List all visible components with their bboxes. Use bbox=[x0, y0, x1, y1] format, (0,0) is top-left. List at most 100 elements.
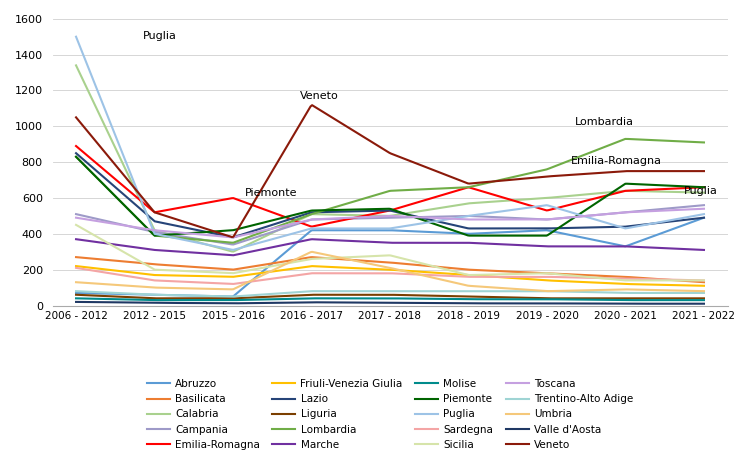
Abruzzo bbox=[468, 231, 477, 236]
Abruzzo bbox=[278, 252, 286, 258]
Toscana bbox=[147, 227, 156, 233]
Friuli-Venezia Giulia bbox=[320, 264, 329, 269]
Lazio bbox=[530, 226, 538, 231]
Friuli-Venezia Giulia bbox=[528, 277, 537, 282]
Basilicata bbox=[525, 270, 534, 275]
Veneto bbox=[528, 175, 537, 180]
Line: Liguria: Liguria bbox=[76, 295, 704, 298]
Puglia bbox=[530, 204, 538, 210]
Lombardia bbox=[700, 140, 709, 145]
Calabria bbox=[71, 63, 80, 68]
Toscana bbox=[530, 217, 538, 222]
Veneto bbox=[227, 234, 236, 240]
Toscana bbox=[700, 206, 709, 212]
Umbria bbox=[526, 287, 536, 293]
Trentino-Alto Adige bbox=[526, 288, 536, 294]
Sicilia bbox=[622, 278, 632, 283]
Sicilia bbox=[700, 278, 709, 283]
Liguria bbox=[700, 296, 709, 301]
Line: Molise: Molise bbox=[76, 298, 704, 300]
Trentino-Alto Adige bbox=[278, 290, 286, 296]
Lombardia bbox=[278, 222, 286, 227]
Emilia-Romagna bbox=[530, 204, 538, 210]
Liguria bbox=[526, 295, 536, 301]
Umbria bbox=[276, 264, 285, 269]
Veneto bbox=[71, 115, 80, 120]
Marche bbox=[71, 236, 80, 242]
Toscana bbox=[229, 235, 238, 240]
Sicilia bbox=[466, 272, 476, 278]
Veneto bbox=[470, 180, 478, 186]
Sardegna bbox=[227, 281, 236, 287]
Veneto bbox=[700, 168, 709, 174]
Campania bbox=[322, 216, 331, 222]
Marche bbox=[322, 237, 331, 243]
Molise bbox=[700, 298, 709, 303]
Sardegna bbox=[278, 274, 286, 280]
Trentino-Alto Adige bbox=[147, 292, 156, 298]
Abruzzo bbox=[71, 290, 80, 296]
Liguria bbox=[147, 295, 156, 301]
Text: Emilia-Romagna: Emilia-Romagna bbox=[571, 156, 662, 166]
Emilia-Romagna bbox=[147, 207, 156, 212]
Campania bbox=[700, 202, 709, 208]
Umbria bbox=[468, 283, 477, 289]
Friuli-Venezia Giulia bbox=[147, 272, 156, 277]
Toscana bbox=[468, 217, 477, 222]
Molise bbox=[278, 296, 286, 302]
Sicilia bbox=[276, 262, 285, 267]
Line: Friuli-Venezia Giulia: Friuli-Venezia Giulia bbox=[76, 266, 704, 286]
Line: Campania: Campania bbox=[76, 205, 704, 244]
Lombardia bbox=[530, 170, 538, 175]
Sicilia bbox=[147, 265, 156, 271]
Toscana bbox=[278, 223, 286, 229]
Sicilia bbox=[525, 271, 534, 276]
Liguria bbox=[278, 293, 286, 299]
Liguria bbox=[322, 292, 331, 298]
Emilia-Romagna bbox=[71, 143, 80, 149]
Umbria bbox=[530, 288, 538, 293]
Calabria bbox=[278, 225, 286, 231]
Puglia bbox=[468, 212, 477, 218]
Marche bbox=[700, 247, 709, 253]
Basilicata bbox=[528, 270, 537, 275]
Line: Lombardia: Lombardia bbox=[76, 139, 704, 243]
Piemonte bbox=[71, 154, 80, 160]
Line: Sardegna: Sardegna bbox=[76, 268, 704, 284]
Calabria bbox=[229, 249, 238, 254]
Emilia-Romagna bbox=[700, 184, 709, 190]
Emilia-Romagna bbox=[276, 212, 285, 218]
Friuli-Venezia Giulia bbox=[700, 283, 709, 289]
Sardegna bbox=[322, 270, 331, 276]
Line: Valle d'Aosta: Valle d'Aosta bbox=[76, 302, 704, 304]
Calabria bbox=[526, 196, 536, 202]
Molise bbox=[71, 296, 80, 301]
Marche bbox=[278, 243, 286, 248]
Lombardia bbox=[526, 170, 536, 176]
Valle d'Aosta bbox=[525, 300, 534, 306]
Campania bbox=[229, 242, 238, 247]
Basilicata bbox=[700, 279, 709, 285]
Basilicata bbox=[320, 255, 329, 261]
Emilia-Romagna bbox=[322, 221, 331, 227]
Campania bbox=[468, 213, 477, 219]
Emilia-Romagna bbox=[468, 186, 477, 191]
Emilia-Romagna bbox=[308, 224, 316, 229]
Line: Piemonte: Piemonte bbox=[76, 157, 704, 235]
Umbria bbox=[147, 284, 156, 290]
Molise bbox=[468, 297, 477, 302]
Valle d'Aosta bbox=[320, 299, 329, 305]
Emilia-Romagna bbox=[526, 203, 536, 209]
Legend: Abruzzo, Basilicata, Calabria, Campania, Emilia-Romagna, Friuli-Venezia Giulia, : Abruzzo, Basilicata, Calabria, Campania,… bbox=[142, 374, 638, 455]
Line: Emilia-Romagna: Emilia-Romagna bbox=[76, 146, 704, 227]
Trentino-Alto Adige bbox=[530, 288, 538, 294]
Lombardia bbox=[147, 230, 156, 235]
Line: Umbria: Umbria bbox=[76, 252, 704, 291]
Campania bbox=[526, 216, 536, 221]
Piemonte bbox=[465, 233, 474, 238]
Line: Basilicata: Basilicata bbox=[76, 257, 704, 282]
Veneto bbox=[531, 175, 540, 180]
Sardegna bbox=[468, 274, 477, 280]
Text: Lombardia: Lombardia bbox=[574, 117, 634, 126]
Umbria bbox=[322, 252, 331, 258]
